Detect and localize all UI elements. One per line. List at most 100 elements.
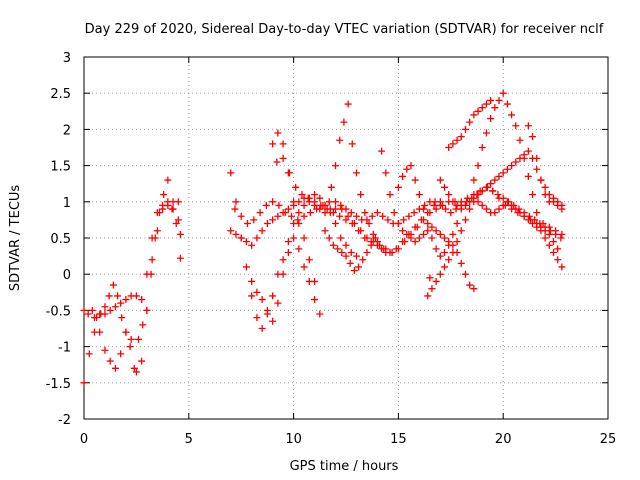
- data-point: [342, 252, 350, 260]
- x-tick-label: 0: [80, 432, 88, 447]
- data-point: [250, 216, 258, 224]
- data-point: [290, 198, 298, 206]
- data-point: [464, 194, 472, 202]
- data-point: [533, 209, 541, 217]
- data-point: [537, 176, 545, 184]
- data-point: [304, 194, 312, 202]
- data-point: [470, 111, 478, 119]
- data-point: [344, 212, 352, 220]
- data-point: [347, 248, 355, 256]
- data-point: [90, 314, 98, 322]
- y-tick-label: 2.5: [50, 87, 71, 102]
- data-point: [432, 277, 440, 285]
- data-point: [453, 220, 461, 228]
- data-point: [558, 230, 566, 238]
- series-s3: [90, 201, 182, 376]
- data-point: [369, 230, 377, 238]
- data-point: [258, 296, 266, 304]
- data-point: [487, 96, 495, 104]
- series-s19: [470, 89, 566, 271]
- y-tick-label: -1: [58, 341, 71, 356]
- data-point: [478, 144, 486, 151]
- data-point: [300, 263, 308, 271]
- data-point: [323, 205, 331, 213]
- data-point: [347, 209, 355, 217]
- y-tick-labels: -2 -1.5 -1 -0.5 0 0.5 1 1.5 2 2.5 3: [46, 51, 71, 428]
- x-tick-label: 5: [185, 432, 193, 447]
- data-point: [132, 292, 140, 300]
- data-point: [88, 306, 96, 314]
- data-point: [550, 238, 558, 246]
- data-point: [164, 176, 172, 184]
- series-s18: [445, 96, 495, 151]
- data-point: [445, 191, 453, 199]
- data-point: [357, 191, 365, 199]
- data-point: [449, 248, 457, 256]
- data-point: [284, 248, 292, 256]
- data-point: [105, 292, 113, 300]
- data-point: [474, 107, 482, 115]
- data-point: [263, 220, 271, 228]
- data-point: [466, 118, 474, 126]
- data-point: [151, 234, 159, 242]
- data-point: [365, 220, 373, 228]
- data-point: [554, 256, 562, 264]
- plot-frame: [83, 56, 609, 420]
- x-tick-labels: 0 5 10 15 20 25: [80, 432, 616, 447]
- data-point: [164, 201, 172, 209]
- data-point: [348, 220, 356, 228]
- data-point: [332, 220, 340, 228]
- data-point: [336, 212, 344, 220]
- data-point: [96, 328, 104, 336]
- data-point: [447, 209, 455, 217]
- series-s12: [321, 227, 379, 275]
- data-point: [176, 254, 184, 262]
- data-point: [503, 165, 511, 173]
- y-tick-label: 0.5: [50, 232, 71, 247]
- data-point: [489, 187, 497, 195]
- data-point: [445, 256, 453, 264]
- data-point: [336, 136, 344, 144]
- data-point: [495, 205, 503, 213]
- x-axis-label: GPS time / hours: [290, 459, 399, 474]
- y-tick-label: 2: [63, 123, 71, 138]
- data-point: [407, 162, 415, 170]
- data-point: [352, 212, 360, 220]
- data-point: [138, 296, 146, 304]
- y-tick-label: 3: [63, 51, 71, 66]
- data-point: [111, 303, 119, 311]
- x-tick-label: 15: [390, 432, 407, 447]
- x-tick-label: 10: [285, 432, 302, 447]
- data-point: [457, 198, 465, 206]
- data-point: [332, 198, 340, 206]
- data-point: [441, 183, 449, 191]
- data-point: [545, 223, 553, 231]
- data-point: [474, 191, 482, 199]
- data-point: [508, 201, 516, 209]
- data-point: [300, 212, 308, 220]
- data-point: [106, 357, 114, 365]
- data-point: [529, 133, 537, 141]
- y-tick-label: -0.5: [46, 304, 71, 319]
- data-point: [394, 220, 402, 228]
- data-point: [436, 176, 444, 184]
- y-tick-label: 1: [63, 196, 71, 211]
- data-point: [508, 162, 516, 170]
- data-point: [520, 154, 528, 162]
- data-point: [545, 241, 553, 249]
- data-point: [334, 245, 342, 253]
- data-point: [524, 216, 532, 224]
- data-point: [85, 350, 93, 358]
- data-point: [470, 285, 478, 293]
- data-point: [101, 346, 109, 354]
- data-point: [279, 256, 287, 264]
- data-point: [407, 234, 415, 242]
- data-point: [243, 220, 251, 228]
- data-point: [361, 234, 369, 242]
- data-point: [367, 241, 375, 249]
- data-point: [321, 227, 329, 235]
- data-point: [227, 227, 235, 235]
- data-point: [541, 183, 549, 191]
- data-point: [441, 234, 449, 242]
- data-point: [169, 205, 177, 213]
